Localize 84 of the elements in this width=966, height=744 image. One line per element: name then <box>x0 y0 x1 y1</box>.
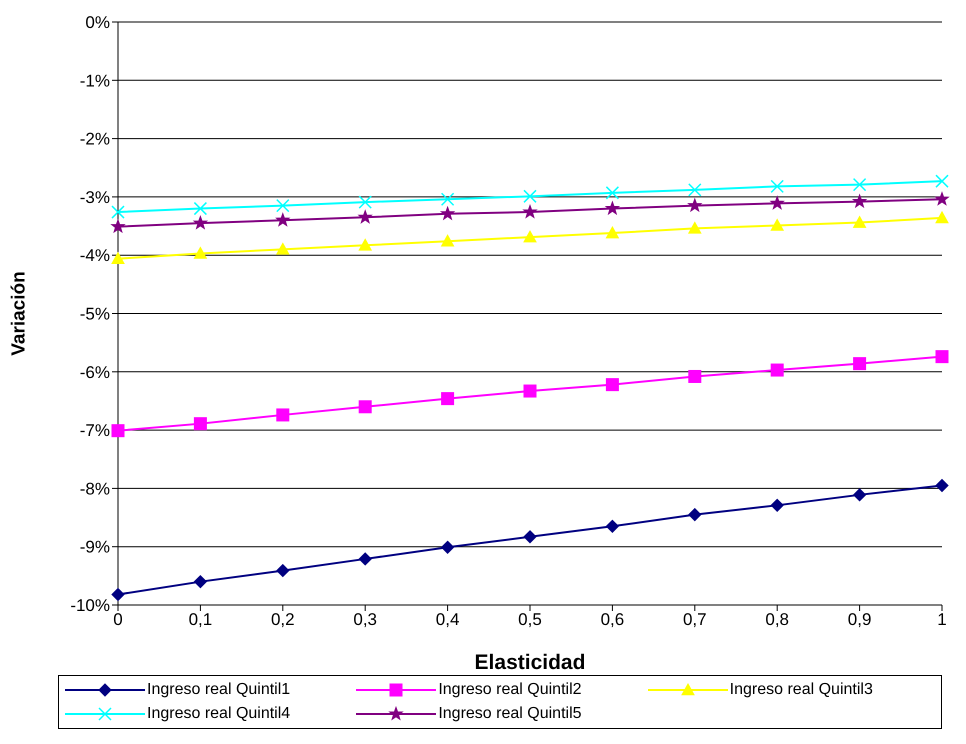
x-tick-label: 0,1 <box>188 610 212 630</box>
point <box>606 378 619 392</box>
x-tick-label: 0,7 <box>682 610 707 630</box>
point <box>936 211 948 224</box>
y-tick-label: 0% <box>85 13 110 32</box>
point <box>770 180 784 194</box>
point <box>524 230 536 242</box>
point <box>276 564 290 578</box>
point <box>688 198 702 212</box>
point <box>276 408 290 422</box>
point <box>523 204 537 218</box>
point <box>688 370 702 383</box>
point <box>358 552 372 566</box>
point <box>112 252 124 264</box>
point <box>606 226 619 238</box>
point <box>524 384 536 398</box>
x-tick-label: 0,9 <box>848 610 872 630</box>
point <box>111 205 125 219</box>
point <box>441 234 454 247</box>
point <box>606 186 620 200</box>
point <box>276 213 290 226</box>
y-axis-title: Variación <box>8 271 30 356</box>
point <box>112 424 124 438</box>
y-tick-label: -3% <box>80 188 110 207</box>
point <box>770 498 784 512</box>
x-tick-label: 1 <box>937 610 947 630</box>
x-tick-label: 0,6 <box>600 610 624 630</box>
x-tick-label: 0,4 <box>436 610 460 630</box>
point <box>440 192 454 206</box>
y-tick-label: -5% <box>80 304 110 324</box>
legend-label: Ingreso real Quintil4 <box>147 705 290 723</box>
point <box>935 174 949 188</box>
point <box>194 202 208 216</box>
point <box>936 478 948 492</box>
point <box>688 222 702 234</box>
point <box>358 195 372 209</box>
point <box>440 206 454 220</box>
point <box>770 196 784 210</box>
y-tick-label: -8% <box>80 479 110 498</box>
point <box>194 417 207 430</box>
point <box>358 238 372 251</box>
y-tick-label: -6% <box>80 362 110 382</box>
point <box>852 194 866 208</box>
point <box>606 201 620 214</box>
point <box>853 488 866 502</box>
point <box>770 218 784 231</box>
point <box>852 178 866 192</box>
x-axis-title: Elasticidad <box>474 651 586 674</box>
point <box>441 540 454 554</box>
point <box>111 220 125 232</box>
point <box>112 588 124 602</box>
point <box>688 508 702 522</box>
point <box>358 400 372 414</box>
point <box>935 192 949 206</box>
point <box>688 183 702 197</box>
y-tick-label: -1% <box>80 71 110 90</box>
legend-label: Ingreso real Quintil5 <box>438 705 582 723</box>
point <box>524 530 536 544</box>
y-tick-label: -9% <box>80 538 110 557</box>
x-tick-label: 0 <box>113 610 123 630</box>
y-tick-label: -4% <box>80 246 110 266</box>
x-tick-label: 0,8 <box>765 610 790 630</box>
point <box>441 392 454 406</box>
point <box>853 357 866 370</box>
legend-label: Ingreso real Quintil3 <box>730 681 873 699</box>
legend-label: Ingreso real Quintil2 <box>438 681 582 699</box>
point <box>936 350 948 364</box>
point <box>770 364 784 377</box>
point <box>606 520 619 533</box>
point <box>194 246 207 259</box>
point <box>523 190 537 204</box>
point <box>276 242 290 255</box>
legend-label: Ingreso real Quintil1 <box>147 681 290 699</box>
point <box>358 210 372 224</box>
point <box>853 216 866 228</box>
point <box>194 575 207 588</box>
point <box>276 198 290 212</box>
x-tick-label: 0,3 <box>353 610 378 630</box>
y-tick-label: -2% <box>80 130 110 149</box>
x-tick-label: 0,2 <box>270 610 295 630</box>
y-tick-label: -7% <box>80 421 110 440</box>
y-tick-label: -10% <box>70 596 110 616</box>
x-tick-label: 0,5 <box>518 610 542 630</box>
point <box>194 216 208 229</box>
